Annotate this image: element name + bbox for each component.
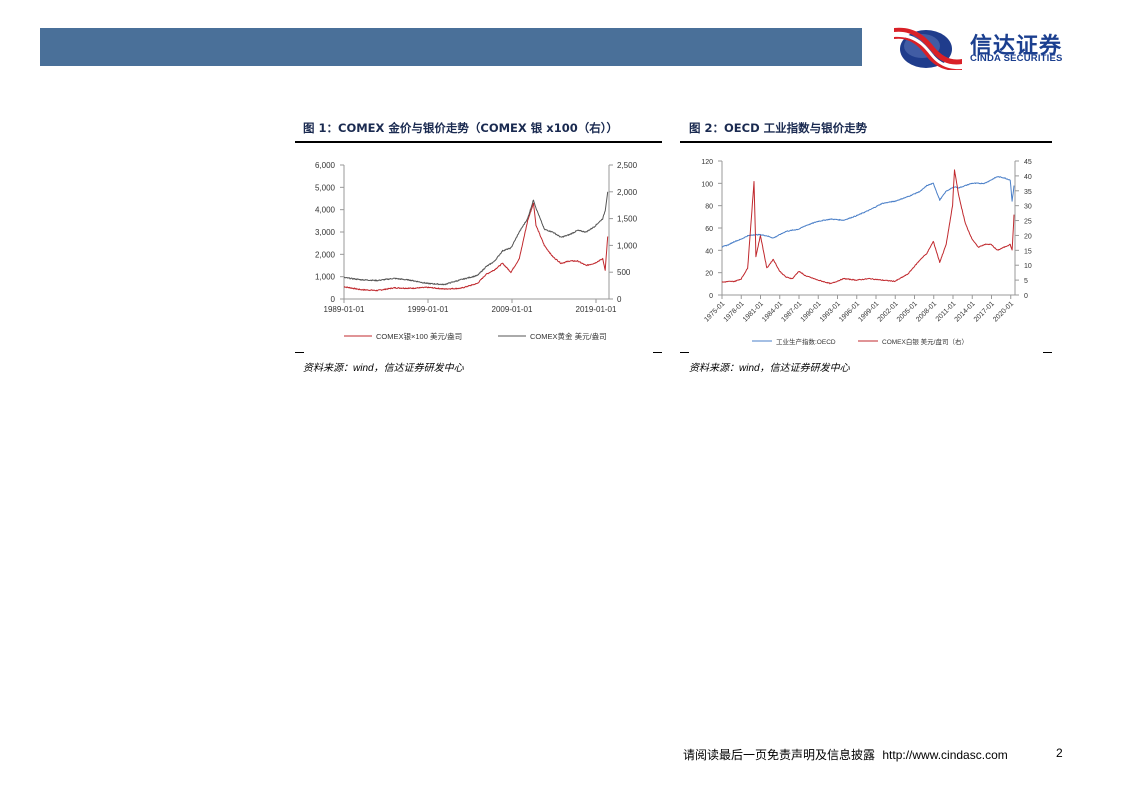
right-axis-tick-label: 10 [1024,263,1032,270]
legend-label: COMEX黄金 美元/盎司 [530,331,607,341]
x-axis-tick-label: 2011-01 [935,300,958,323]
figure-2-bottom-rule-left [680,352,689,354]
logo-english-text: CINDA SECURITIES [970,53,1063,64]
x-axis-tick-label: 2009-01-01 [492,305,533,314]
right-axis-tick-label: 2,500 [617,161,638,170]
x-axis-tick-label: 1978-01 [723,300,746,323]
page-number: 2 [1056,746,1063,760]
left-axis-tick-label: 4,000 [315,206,336,215]
left-axis-tick-label: 100 [701,181,713,188]
x-axis-tick-label: 2020-01 [992,300,1015,323]
x-axis-tick-label: 1999-01 [857,300,880,323]
left-axis-tick-label: 120 [701,159,713,166]
x-axis-tick-label: 1993-01 [819,300,842,323]
figure-2-source: 资料来源：wind，信达证券研发中心 [689,359,850,374]
logo-chinese-text: 信达证券 [970,34,1063,59]
series-line [344,202,609,292]
series-line [721,176,1015,248]
left-axis-tick-label: 0 [331,295,336,304]
figure-2-bottom-rule-right [1043,352,1052,354]
right-axis-tick-label: 0 [617,295,622,304]
legend-label: COMEX银×100 美元/盎司 [376,331,462,341]
cinda-logo: 信达证券 CINDA SECURITIES [892,26,1092,70]
figure-1-top-rule [295,141,662,143]
x-axis-tick-label: 1999-01-01 [408,305,449,314]
x-axis-tick-label: 2008-01 [915,300,938,323]
left-axis-tick-label: 1,000 [315,273,336,282]
x-axis-tick-label: 1984-01 [761,300,784,323]
source-suffix: ，信达证券研发中心 [759,363,850,374]
left-axis-tick-label: 5,000 [315,183,336,192]
left-axis-tick-label: 40 [705,248,713,255]
figure-1-bottom-rule-left [295,352,304,354]
right-axis-tick-label: 2,000 [617,188,638,197]
right-axis-tick-label: 1,000 [617,241,638,250]
figure-1-source: 资料来源：wind，信达证券研发中心 [303,359,464,374]
right-axis-tick-label: 25 [1024,219,1032,226]
left-axis-tick-label: 80 [705,204,713,211]
source-prefix: 资料来源： [303,363,353,374]
footer-disclaimer: 请阅读最后一页免责声明及信息披露 [683,748,876,762]
right-axis-tick-label: 45 [1024,159,1032,166]
cinda-logo-icon [894,27,962,70]
right-axis-tick-label: 30 [1024,204,1032,211]
legend-label: 工业生产指数:OECD [776,337,836,346]
left-axis-tick-label: 60 [705,226,713,233]
right-axis-tick-label: 1,500 [617,215,638,224]
figure-1-bottom-rule-right [653,352,662,354]
x-axis-tick-label: 2002-01 [877,300,900,323]
x-axis-tick-label: 2014-01 [954,300,977,323]
x-axis-tick-label: 1989-01-01 [324,305,365,314]
x-axis-tick-label: 2005-01 [896,300,919,323]
right-axis-tick-label: 15 [1024,248,1032,255]
right-axis-tick-label: 5 [1024,278,1028,285]
series-line [721,169,1015,285]
source-suffix: ，信达证券研发中心 [373,363,464,374]
right-axis-tick-label: 0 [1024,293,1028,300]
left-axis-tick-label: 2,000 [315,250,336,259]
x-axis-tick-label: 2019-01-01 [576,305,617,314]
footer: 请阅读最后一页免责声明及信息披露 http://www.cindasc.com [683,746,1008,763]
figure-2-top-rule [680,141,1052,143]
right-axis-tick-label: 500 [617,268,631,277]
source-wind: wind [353,363,374,374]
right-axis-tick-label: 20 [1024,233,1032,240]
right-axis-tick-label: 35 [1024,189,1032,196]
left-axis-tick-label: 3,000 [315,228,336,237]
header-bar [40,28,862,66]
figure-1-title: 图 1：COMEX 金价与银价走势（COMEX 银 x100（右）） [303,121,618,135]
left-axis-tick-label: 20 [705,271,713,278]
source-wind: wind [739,363,760,374]
x-axis-tick-label: 1975-01 [703,300,726,323]
x-axis-tick-label: 1981-01 [742,300,765,323]
x-axis-tick-label: 1990-01 [800,300,823,323]
series-line [343,191,609,286]
footer-url-link[interactable]: http://www.cindasc.com [882,748,1008,762]
figure-2-title: 图 2：OECD 工业指数与银价走势 [689,121,868,135]
x-axis-tick-label: 2017-01 [973,300,996,323]
source-prefix: 资料来源： [689,363,739,374]
left-axis-tick-label: 6,000 [315,161,336,170]
right-axis-tick-label: 40 [1024,174,1032,181]
x-axis-tick-label: 1996-01 [838,300,861,323]
left-axis-tick-label: 0 [709,293,713,300]
legend-label: COMEX白银 美元/盘司（右） [882,337,968,346]
x-axis-tick-label: 1987-01 [780,300,803,323]
